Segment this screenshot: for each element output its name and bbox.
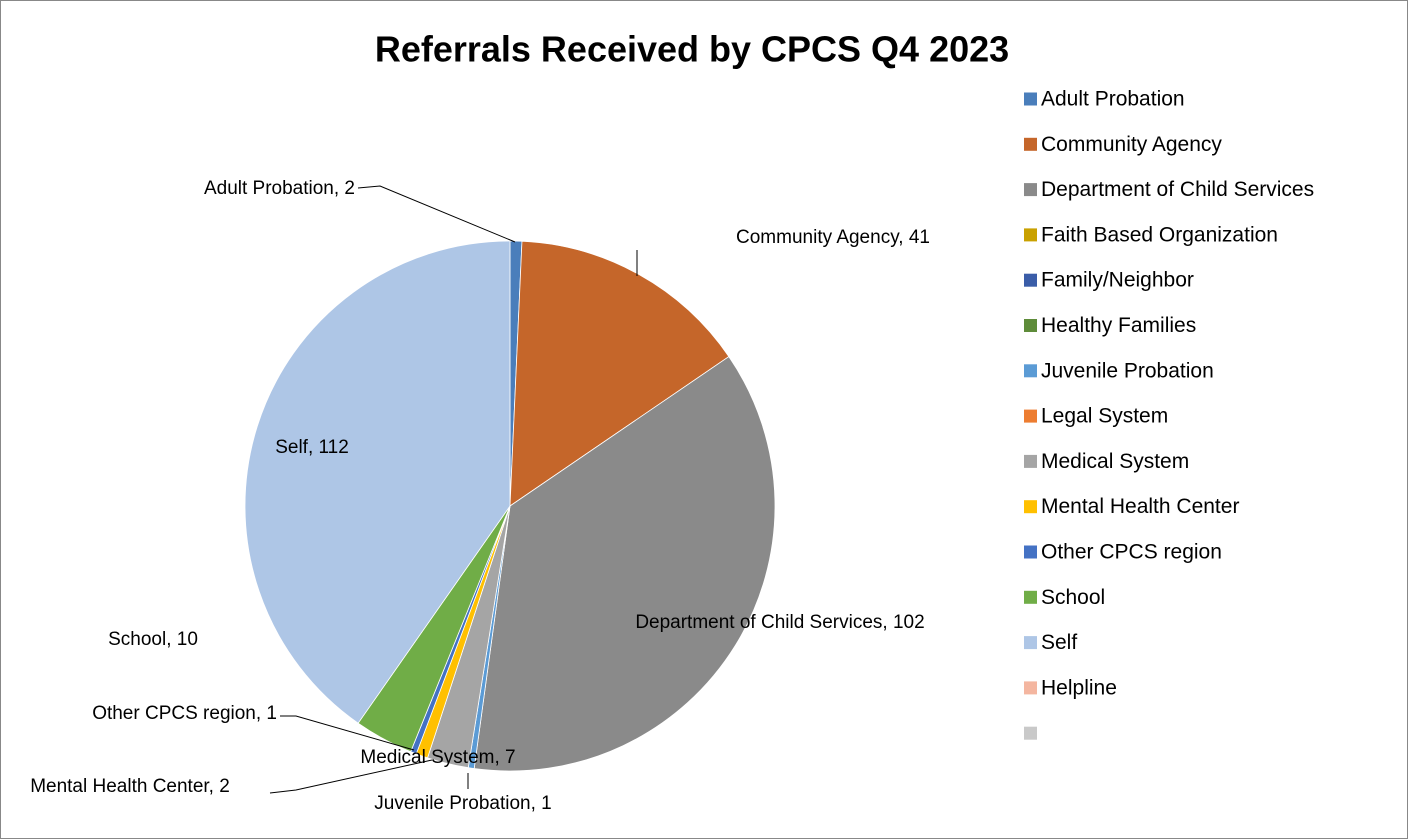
legend-label: Medical System xyxy=(1041,450,1189,473)
legend-label: Healthy Families xyxy=(1041,314,1196,337)
legend-label: Faith Based Organization xyxy=(1041,223,1278,246)
legend-label: Juvenile Probation xyxy=(1041,359,1214,382)
legend-swatch xyxy=(1024,183,1037,197)
legend-swatch xyxy=(1024,681,1037,695)
legend-label: Adult Probation xyxy=(1041,88,1185,111)
legend-swatch xyxy=(1024,409,1037,423)
pie-slice xyxy=(244,240,511,724)
leader-line xyxy=(357,185,516,243)
leader-line xyxy=(280,715,415,751)
legend-swatch xyxy=(1024,726,1037,740)
data-label: Medical System, 7 xyxy=(360,746,516,768)
data-label: Self, 112 xyxy=(275,436,349,458)
data-label: School, 10 xyxy=(108,628,198,650)
legend-label: Mental Health Center xyxy=(1041,495,1239,518)
data-label: Mental Health Center, 2 xyxy=(30,775,230,797)
legend-swatch xyxy=(1024,228,1037,242)
legend-swatch xyxy=(1024,319,1037,332)
legend-swatch xyxy=(1024,454,1037,468)
data-label: Other CPCS region, 1 xyxy=(92,702,277,724)
data-label: Adult Probation, 2 xyxy=(203,177,355,199)
legend-swatch xyxy=(1024,590,1037,604)
data-label: Department of Child Services, 102 xyxy=(635,611,925,633)
pie-slice xyxy=(473,356,776,772)
chart-title: Referrals Received by CPCS Q4 2023 xyxy=(375,29,1009,70)
legend-swatch xyxy=(1024,137,1037,151)
data-label: Juvenile Probation, 1 xyxy=(374,792,552,814)
legend-label: Legal System xyxy=(1041,405,1168,428)
leader-line xyxy=(269,759,433,794)
legend-label: Helpline xyxy=(1041,676,1117,699)
legend-swatch xyxy=(1024,636,1037,650)
legend-swatch xyxy=(1024,364,1037,378)
legend-label: Family/Neighbor xyxy=(1041,269,1194,292)
legend-label: Community Agency xyxy=(1041,133,1222,156)
pie-slice xyxy=(509,240,730,507)
legend-label: Self xyxy=(1041,631,1077,654)
legend-label: School xyxy=(1041,586,1105,609)
legend-label: Other CPCS region xyxy=(1041,541,1222,564)
legend-swatch xyxy=(1024,92,1037,106)
legend-swatch xyxy=(1024,500,1037,514)
data-label: Community Agency, 41 xyxy=(736,226,930,248)
legend-label: Department of Child Services xyxy=(1041,178,1314,201)
legend-swatch xyxy=(1024,273,1037,287)
legend-swatch xyxy=(1024,545,1037,559)
